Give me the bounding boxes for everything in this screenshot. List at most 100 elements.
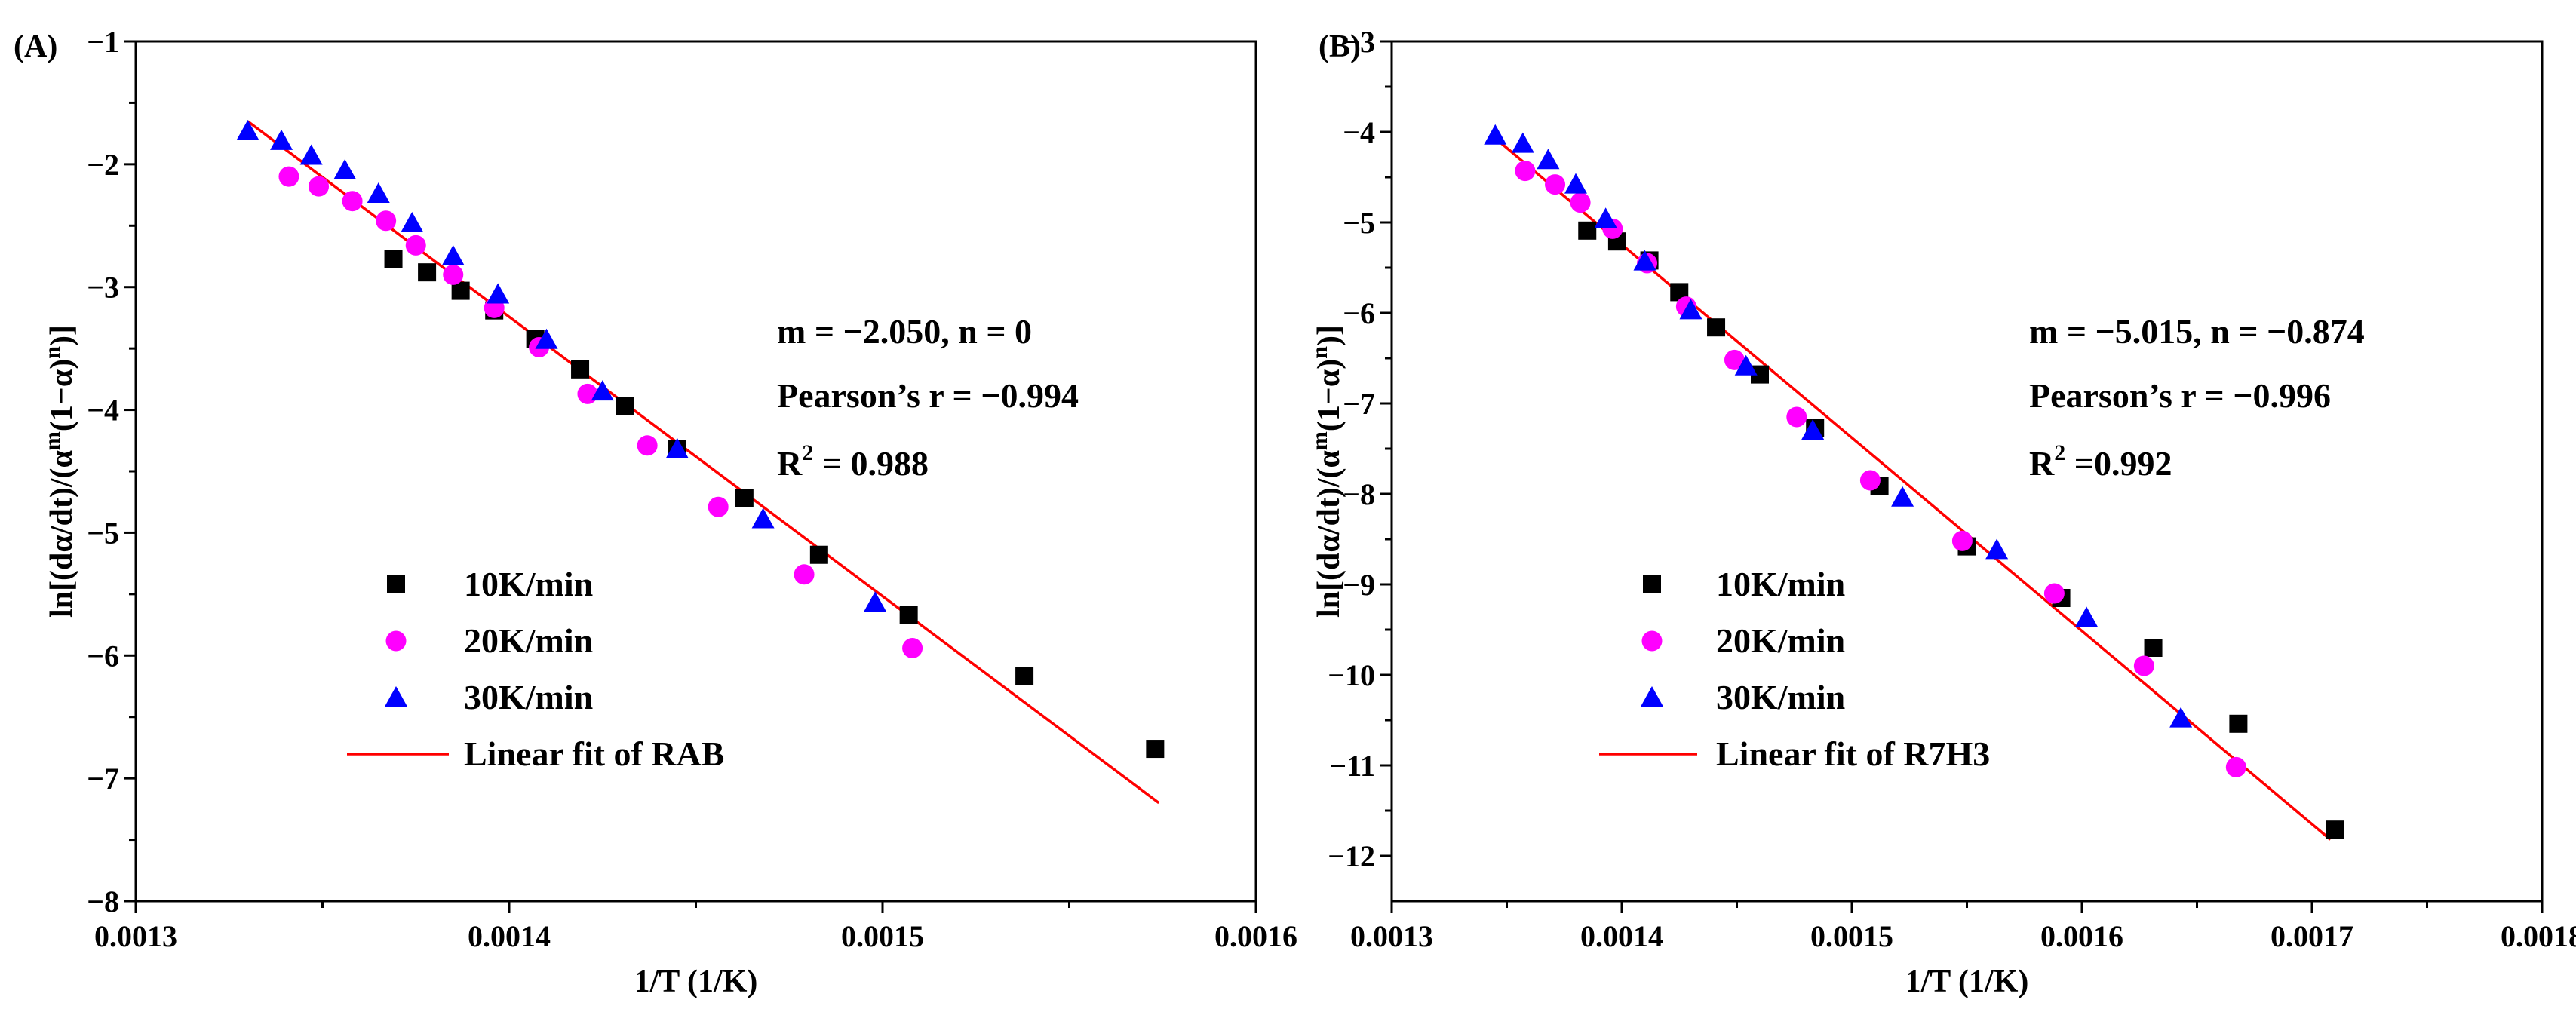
data-point [443, 264, 464, 285]
data-point [299, 144, 323, 165]
data-point [2043, 583, 2065, 604]
annotation-r2-base: R [2029, 444, 2055, 483]
data-point [708, 496, 729, 517]
data-point [1786, 406, 1807, 428]
y-axis-title-part: (1−α) [45, 359, 79, 431]
annotation-r2-base: R [777, 444, 803, 483]
data-point [2326, 820, 2344, 839]
data-point [1679, 299, 1702, 320]
fit-line [1494, 137, 2332, 841]
series-20kmin [278, 166, 923, 659]
legend-label: 10K/min [464, 565, 593, 603]
data-point [367, 182, 390, 203]
y-axis-title-part: m [1307, 431, 1332, 450]
data-point [487, 283, 510, 304]
y-axis-title-part: ln[(dα/dt)/(α [45, 450, 79, 618]
data-point [1564, 173, 1587, 194]
x-tick-label: 0.0016 [2040, 919, 2123, 953]
y-tick-label: −9 [1343, 568, 1375, 602]
y-tick-label: −6 [87, 639, 119, 673]
annotation-r2: R2 = 0.988 [777, 440, 929, 483]
y-tick-label: −2 [87, 148, 119, 182]
data-point [2229, 714, 2248, 733]
data-point [1951, 530, 1973, 551]
fit-line [247, 120, 1160, 805]
data-point [665, 437, 689, 458]
x-tick-label: 0.0017 [2271, 919, 2353, 953]
data-point [1515, 161, 1536, 182]
data-point [1985, 538, 2009, 560]
data-point [1537, 149, 1560, 170]
y-tick-label: −6 [1343, 296, 1375, 330]
data-point [1146, 740, 1165, 759]
data-point [1734, 354, 1758, 376]
legend-label: Linear fit of R7H3 [1716, 734, 1990, 773]
panel-label: (B) [1319, 29, 1361, 64]
x-axis-title: 1/T (1/K) [634, 964, 758, 999]
data-point [1484, 124, 1507, 145]
data-point [637, 435, 658, 456]
y-tick-label: −1 [87, 25, 119, 59]
legend: 10K/min 20K/min 30K/min Linear fit of R7H3 [1599, 565, 1990, 773]
data-point [2075, 606, 2099, 627]
legend-label: 30K/min [1716, 678, 1845, 716]
x-tick-label: 0.0014 [468, 919, 551, 953]
annotation-r2-sup: 2 [2054, 440, 2065, 465]
data-point [899, 606, 918, 624]
data-point [2144, 639, 2163, 657]
data-point [571, 360, 590, 379]
legend-label: Linear fit of RAB [464, 734, 724, 773]
y-tick-label: −4 [1343, 115, 1375, 149]
x-tick-label: 0.0013 [1350, 919, 1433, 953]
annotation-pearson: Pearson’s r = −0.994 [777, 376, 1079, 415]
data-point [535, 328, 558, 349]
data-point [376, 210, 397, 232]
data-point [809, 545, 828, 564]
annotation-r2-value: =0.992 [2065, 444, 2172, 483]
y-axis-title-part: n [1307, 346, 1332, 359]
y-tick-label: −7 [1343, 387, 1375, 421]
legend-label: 10K/min [1716, 565, 1845, 603]
data-point [278, 166, 299, 187]
data-point [441, 245, 465, 265]
annotation-r2-value: = 0.988 [813, 444, 929, 483]
y-tick-label: −10 [1328, 658, 1375, 692]
legend-marker [1643, 575, 1661, 593]
y-axis-title: ln[(dα/dt)/(αm(1−α)n)] [1307, 325, 1346, 618]
legend-marker [1641, 630, 1663, 652]
data-point [1570, 192, 1591, 213]
legend-label: 20K/min [464, 621, 593, 660]
data-point [1707, 318, 1726, 337]
chart-panel-b: (B) 0.0013 0.0014 0.0015 0.0016 0.0017 0.0018 −… [1307, 25, 2576, 999]
x-tick-label: 0.0014 [1580, 919, 1663, 953]
annotation-pearson: Pearson’s r = −0.996 [2029, 376, 2331, 415]
data-point [1578, 221, 1597, 240]
y-tick-label: −3 [87, 271, 119, 305]
data-point [1594, 207, 1617, 228]
data-point [751, 507, 775, 529]
data-point [1724, 349, 1745, 370]
x-tick-label: 0.0015 [1810, 919, 1893, 953]
annotation-params: m = −2.050, n = 0 [777, 312, 1032, 351]
data-point [1015, 667, 1034, 685]
data-point [401, 212, 424, 233]
legend: 10K/min 20K/min 30K/min Linear fit of RAB [347, 565, 724, 773]
series-30kmin [236, 119, 887, 612]
data-point [1633, 250, 1656, 271]
y-axis-title-part: )] [1312, 325, 1346, 346]
y-axis-title-part: )] [45, 325, 79, 346]
data-point [2225, 756, 2246, 777]
y-tick-label: −4 [87, 394, 119, 428]
y-tick-label: −11 [1329, 749, 1375, 783]
data-point [794, 564, 815, 585]
data-point [735, 489, 754, 507]
data-point [1891, 486, 1914, 507]
data-point [342, 191, 363, 212]
y-tick-label: −8 [1343, 477, 1375, 511]
y-tick-label: −5 [87, 516, 119, 550]
y-tick-label: −8 [87, 885, 119, 918]
annotation-r2-sup: 2 [802, 440, 813, 465]
legend-marker [387, 575, 405, 593]
data-point [309, 176, 330, 197]
